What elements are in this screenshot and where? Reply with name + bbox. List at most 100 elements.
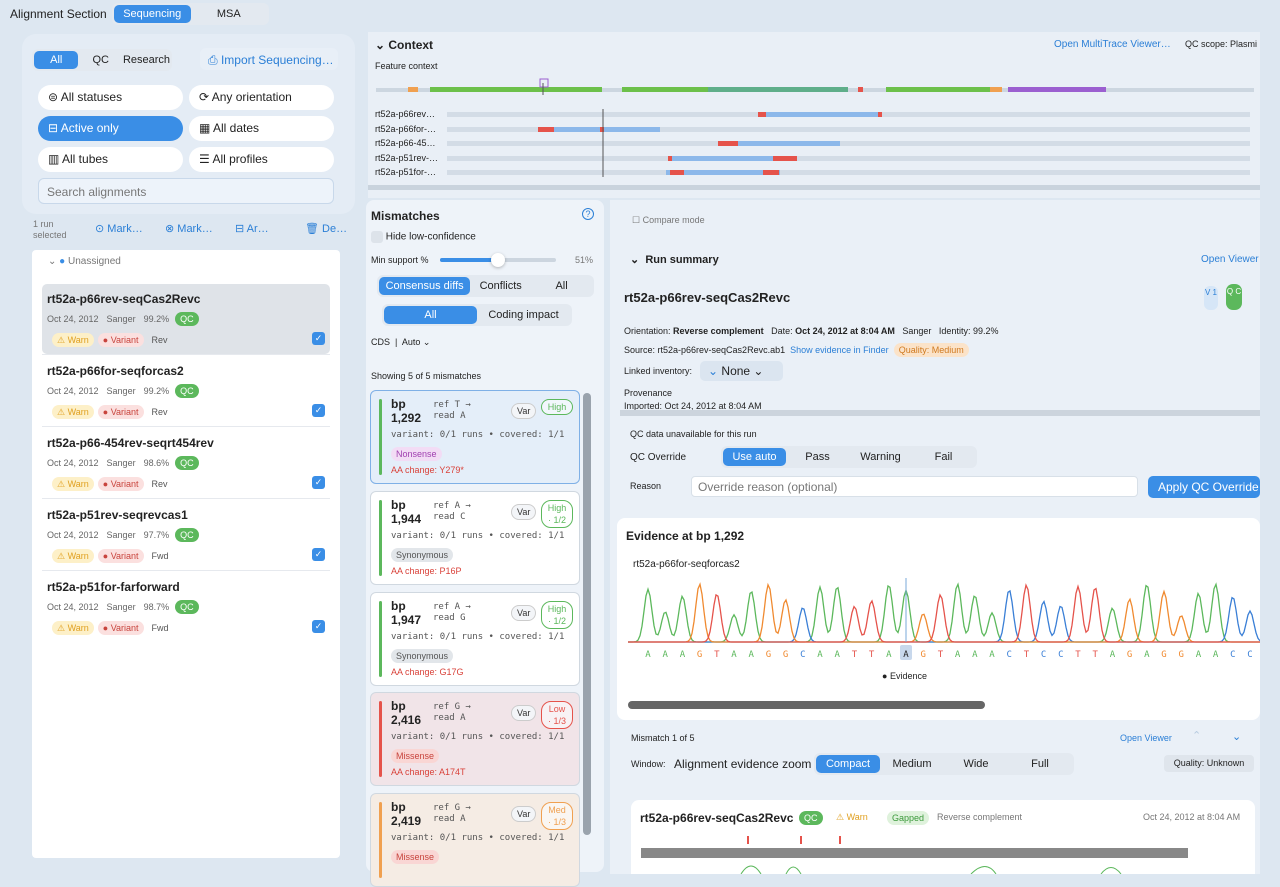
confidence-bar — [379, 499, 382, 576]
import: Import Sequencing… — [220, 53, 334, 67]
filter-button[interactable]: ⊜ All statuses — [38, 85, 183, 110]
segment-tab[interactable]: Compact — [816, 755, 880, 773]
checkbox[interactable]: ✓ — [312, 620, 325, 633]
checkbox[interactable]: ✓ — [312, 404, 325, 417]
filter-button[interactable]: ▦ All dates — [189, 116, 334, 141]
scope: QC scope: Plasmi — [1185, 39, 1258, 49]
source: Source: rt52a-p66rev-seqCas2Revc.ab1 — [624, 345, 786, 355]
cds: CDS — [371, 337, 391, 347]
segment-tab[interactable]: Research — [122, 54, 171, 66]
quality: Quality: Unknown — [1164, 755, 1254, 772]
warn: Warn — [67, 551, 89, 561]
link[interactable]: ⌄ — [1232, 731, 1242, 743]
open-viewer[interactable]: Open Viewer — [1201, 254, 1259, 265]
link[interactable]: ⎙ Import Sequencing… — [200, 48, 338, 70]
rect — [758, 112, 880, 117]
segment-tab[interactable]: QC — [92, 54, 109, 66]
identity: 97.7% — [143, 530, 170, 540]
sequence: A — [903, 650, 909, 660]
segment-tab[interactable]: Wide — [963, 758, 989, 770]
filters: All tubes — [62, 152, 109, 166]
a: Oct 24, 2012 Sanger 97.7% QC — [47, 528, 199, 542]
apply[interactable]: Apply QC Override — [1148, 476, 1260, 498]
mismatch-card[interactable]: bp 2,416 ref G → read A Var Low · 1/3 variant:… — [370, 692, 580, 787]
segment-tab[interactable]: Conflicts — [479, 280, 522, 292]
segment-tab[interactable]: Full — [1031, 758, 1049, 770]
segment-tab[interactable]: Pass — [805, 451, 830, 463]
effect: Missense — [391, 850, 440, 865]
pill: ● Variant — [97, 477, 144, 491]
segment-tab[interactable]: Warning — [860, 451, 901, 463]
finder[interactable]: Show evidence in Finder — [790, 345, 889, 355]
checkbox[interactable]: ✓ — [312, 476, 325, 489]
segment-tab[interactable]: Fail — [934, 451, 953, 463]
version: V 1 — [1204, 286, 1218, 310]
action-button[interactable]: 🗑 De… — [305, 222, 347, 235]
segment-tab[interactable]: Medium — [892, 758, 932, 770]
path — [740, 865, 1122, 874]
run-name: rt52a-p66rev-seqCas2Revc — [624, 290, 791, 305]
a: ⌄ Context — [375, 38, 434, 52]
segment-tab[interactable]: Sequencing — [114, 5, 191, 23]
filters: All statuses — [60, 90, 123, 104]
slider-thumb[interactable] — [491, 253, 505, 267]
sequence: A — [748, 650, 754, 660]
provenance: Provenance — [624, 388, 673, 398]
rect — [758, 112, 766, 117]
orientation: Reverse complement — [673, 326, 764, 336]
sequence: C — [1058, 650, 1063, 660]
mismatch-card[interactable]: bp 1,947 ref A → read G Var High · 1/2 variant… — [370, 591, 580, 686]
seg: Compact Medium Wide Full — [814, 753, 1074, 775]
pill: ● Variant — [97, 405, 144, 419]
filter-button[interactable]: ☰ All profiles — [189, 147, 334, 172]
quality: Quality: Medium — [893, 343, 969, 357]
confidence-bar — [379, 399, 382, 475]
segment-tab[interactable]: All — [34, 51, 79, 69]
segment-tab[interactable]: Use auto — [723, 448, 786, 466]
h-scrollbar — [628, 701, 985, 709]
help[interactable]: ? — [582, 208, 594, 220]
rect — [858, 87, 863, 92]
pill: ⚠ Warn — [52, 405, 94, 419]
sequence: A — [972, 650, 978, 660]
mismatch-card[interactable]: bp 1,292 ref T → read A Var High variant: 0/1 … — [370, 390, 580, 484]
kind: Var — [511, 705, 537, 722]
open[interactable]: Open MultiTrace Viewer… — [1054, 39, 1171, 50]
a: ⌄ None ⌄ — [700, 361, 783, 381]
title: Context — [388, 38, 434, 52]
identity: 98.6% — [143, 458, 170, 468]
qc: QC — [175, 600, 199, 614]
name: rt52a-p51for-farforward — [47, 580, 180, 594]
action-button[interactable]: ⊟ Ar… — [235, 222, 269, 235]
mismatch-card[interactable]: bp 1,944 ref A → read C Var High · 1/2 variant… — [370, 490, 580, 585]
confidence: Med · 1/3 — [541, 802, 573, 831]
sequence: G — [1127, 650, 1132, 660]
filter-button[interactable]: ▥ All tubes — [38, 147, 183, 172]
segment-tab[interactable]: Consensus diffs — [379, 277, 471, 295]
filter-button[interactable]: ⟳ Any orientation — [189, 85, 334, 110]
span: ● — [59, 256, 66, 267]
link[interactable]: ⌄ — [708, 364, 719, 378]
a: Oct 24, 2012 Sanger 99.2% QC — [47, 384, 199, 398]
platform: Sanger — [106, 386, 136, 396]
ref: ref T → — [433, 400, 471, 410]
checkbox[interactable]: ✓ — [312, 332, 325, 345]
checkbox[interactable]: ✓ — [312, 548, 325, 561]
gray: ⌄ ● Unassigned — [48, 256, 121, 267]
orientation: Rev — [151, 407, 168, 417]
read: read A — [433, 713, 466, 724]
action-button[interactable]: ⊗ Mark… — [165, 222, 213, 235]
filter-button[interactable]: ⊟ Active only — [38, 116, 183, 141]
rect — [430, 87, 602, 92]
mismatch-card[interactable]: bp 2,419 ref G → read A Var Med · 1/3 variant:… — [370, 793, 580, 887]
segment-tab[interactable]: All — [384, 306, 477, 324]
segment-tab[interactable]: MSA — [216, 8, 241, 20]
open-viewer[interactable]: Open Viewer — [1120, 733, 1172, 743]
pill: ● Variant — [97, 621, 144, 635]
segment-tab[interactable]: All — [555, 280, 568, 292]
pill: ● Variant — [97, 333, 144, 347]
action-button[interactable]: ⊙ Mark… — [95, 222, 143, 235]
span: ⊜ — [48, 90, 61, 104]
date: Oct 24, 2012 at 8:04 AM — [1143, 812, 1241, 822]
segment-tab[interactable]: Coding impact — [488, 309, 559, 321]
